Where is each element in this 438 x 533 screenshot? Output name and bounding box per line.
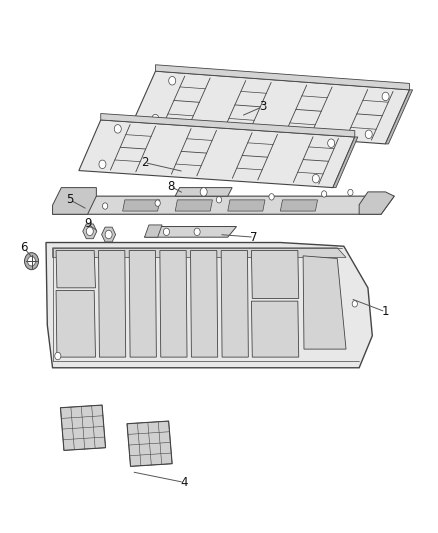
Circle shape [352, 301, 357, 307]
Polygon shape [280, 200, 318, 211]
Polygon shape [228, 200, 265, 211]
Circle shape [169, 77, 176, 85]
Polygon shape [102, 227, 116, 242]
Polygon shape [303, 256, 346, 349]
Polygon shape [359, 192, 394, 214]
Polygon shape [53, 248, 346, 257]
Circle shape [382, 92, 389, 101]
Polygon shape [333, 137, 358, 188]
Polygon shape [129, 251, 156, 357]
Polygon shape [53, 188, 96, 214]
Text: 9: 9 [84, 217, 92, 230]
Circle shape [312, 174, 319, 183]
Polygon shape [191, 251, 218, 357]
Text: 1: 1 [381, 305, 389, 318]
Circle shape [28, 256, 35, 266]
Text: 8: 8 [167, 180, 174, 193]
Polygon shape [145, 225, 162, 237]
Polygon shape [123, 200, 160, 211]
Polygon shape [145, 227, 237, 237]
Circle shape [114, 125, 121, 133]
Circle shape [216, 197, 222, 203]
Circle shape [99, 160, 106, 168]
Polygon shape [99, 251, 126, 357]
Polygon shape [175, 188, 232, 196]
Circle shape [155, 200, 160, 206]
Circle shape [102, 203, 108, 209]
Circle shape [152, 115, 159, 123]
Circle shape [55, 352, 61, 360]
Polygon shape [101, 114, 355, 137]
Circle shape [365, 130, 372, 139]
Circle shape [269, 193, 274, 200]
Polygon shape [155, 65, 410, 90]
Circle shape [105, 230, 112, 239]
Text: 5: 5 [67, 193, 74, 206]
Polygon shape [83, 224, 97, 239]
Circle shape [348, 189, 353, 196]
Text: 3: 3 [259, 100, 266, 113]
Circle shape [25, 253, 39, 270]
Circle shape [163, 228, 170, 236]
Text: 7: 7 [250, 231, 258, 244]
Circle shape [194, 228, 200, 236]
Polygon shape [251, 251, 299, 298]
Polygon shape [60, 405, 106, 450]
Polygon shape [221, 251, 248, 357]
Circle shape [328, 139, 335, 148]
Text: 2: 2 [141, 156, 148, 169]
Circle shape [321, 191, 327, 197]
Polygon shape [127, 421, 172, 466]
Polygon shape [251, 301, 299, 357]
Polygon shape [131, 71, 410, 144]
Polygon shape [56, 251, 95, 288]
Polygon shape [79, 120, 355, 188]
Circle shape [200, 188, 207, 196]
Polygon shape [385, 90, 413, 144]
Text: 4: 4 [180, 476, 188, 489]
Polygon shape [46, 243, 372, 368]
Polygon shape [175, 200, 212, 211]
Polygon shape [56, 290, 95, 357]
Polygon shape [160, 251, 187, 357]
Polygon shape [53, 196, 394, 214]
Text: 6: 6 [20, 241, 28, 254]
Circle shape [86, 227, 93, 236]
